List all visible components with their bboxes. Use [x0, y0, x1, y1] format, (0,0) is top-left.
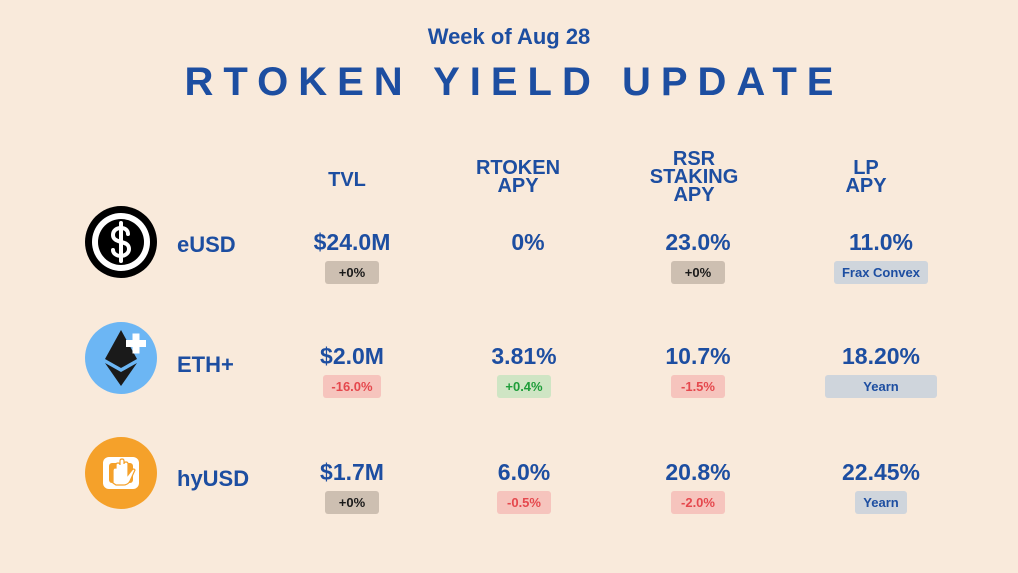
- tvl-cell: $1.7M +0%: [272, 459, 432, 514]
- lp-source-badge: Yearn: [855, 491, 907, 514]
- rsr-apy-cell: 23.0% +0%: [618, 229, 778, 284]
- lp-apy-cell: 11.0% Frax Convex: [801, 229, 961, 284]
- rtoken-name: eUSD: [177, 232, 236, 257]
- column-header-rsr-staking-apy: RSR STAKING APY: [649, 148, 739, 206]
- lp-source-badge: Frax Convex: [833, 261, 929, 284]
- rsr-change-badge: -2.0%: [671, 491, 725, 514]
- rtoken-apy-cell: 6.0% -0.5%: [444, 459, 604, 514]
- rsr-change-badge: -1.5%: [671, 375, 725, 398]
- rsr-apy-value: 10.7%: [665, 343, 731, 369]
- rsr-change-badge: +0%: [671, 261, 725, 284]
- hyusd-hand-icon: [85, 437, 157, 509]
- rtoken-apy-value: 3.81%: [491, 343, 557, 369]
- dollar-coin-icon: [85, 206, 157, 278]
- rtoken-apy-cell: 3.81% +0.4%: [444, 343, 604, 398]
- rtoken-apy-value: 6.0%: [497, 459, 551, 485]
- tvl-change-badge: +0%: [325, 261, 379, 284]
- lp-apy-value: 22.45%: [841, 459, 920, 485]
- rsr-apy-cell: 20.8% -2.0%: [618, 459, 778, 514]
- rtoken-apy-cell: 0%: [448, 229, 608, 255]
- rtoken-change-badge: +0.4%: [497, 375, 551, 398]
- lp-apy-cell: 22.45% Yearn: [801, 459, 961, 514]
- rsr-apy-value: 23.0%: [665, 229, 731, 255]
- column-header-rtoken-apy: RTOKEN APY: [475, 157, 561, 197]
- lp-apy-value: 11.0%: [849, 229, 913, 255]
- rtoken-apy-value: 0%: [511, 229, 545, 255]
- week-subtitle: Week of Aug 28: [427, 24, 591, 49]
- column-header-tvl: TVL: [328, 169, 366, 191]
- lp-apy-cell: 18.20% Yearn: [801, 343, 961, 398]
- tvl-value: $2.0M: [320, 343, 384, 369]
- lp-apy-value: 18.20%: [841, 343, 920, 369]
- page-title: RTOKEN YIELD UPDATE: [184, 60, 844, 104]
- rtoken-name: ETH+: [177, 352, 234, 377]
- lp-source-badge: Yearn: [825, 375, 937, 398]
- tvl-value: $24.0M: [313, 229, 391, 255]
- rtoken-change-badge: -0.5%: [497, 491, 551, 514]
- rsr-apy-value: 20.8%: [665, 459, 731, 485]
- rsr-apy-cell: 10.7% -1.5%: [618, 343, 778, 398]
- tvl-change-badge: -16.0%: [323, 375, 381, 398]
- tvl-value: $1.7M: [320, 459, 384, 485]
- tvl-change-badge: +0%: [325, 491, 379, 514]
- tvl-cell: $24.0M +0%: [272, 229, 432, 284]
- column-header-lp-apy: LP APY: [845, 157, 887, 197]
- rtoken-name: hyUSD: [177, 466, 250, 491]
- tvl-cell: $2.0M -16.0%: [272, 343, 432, 398]
- ethereum-plus-icon: [85, 322, 157, 394]
